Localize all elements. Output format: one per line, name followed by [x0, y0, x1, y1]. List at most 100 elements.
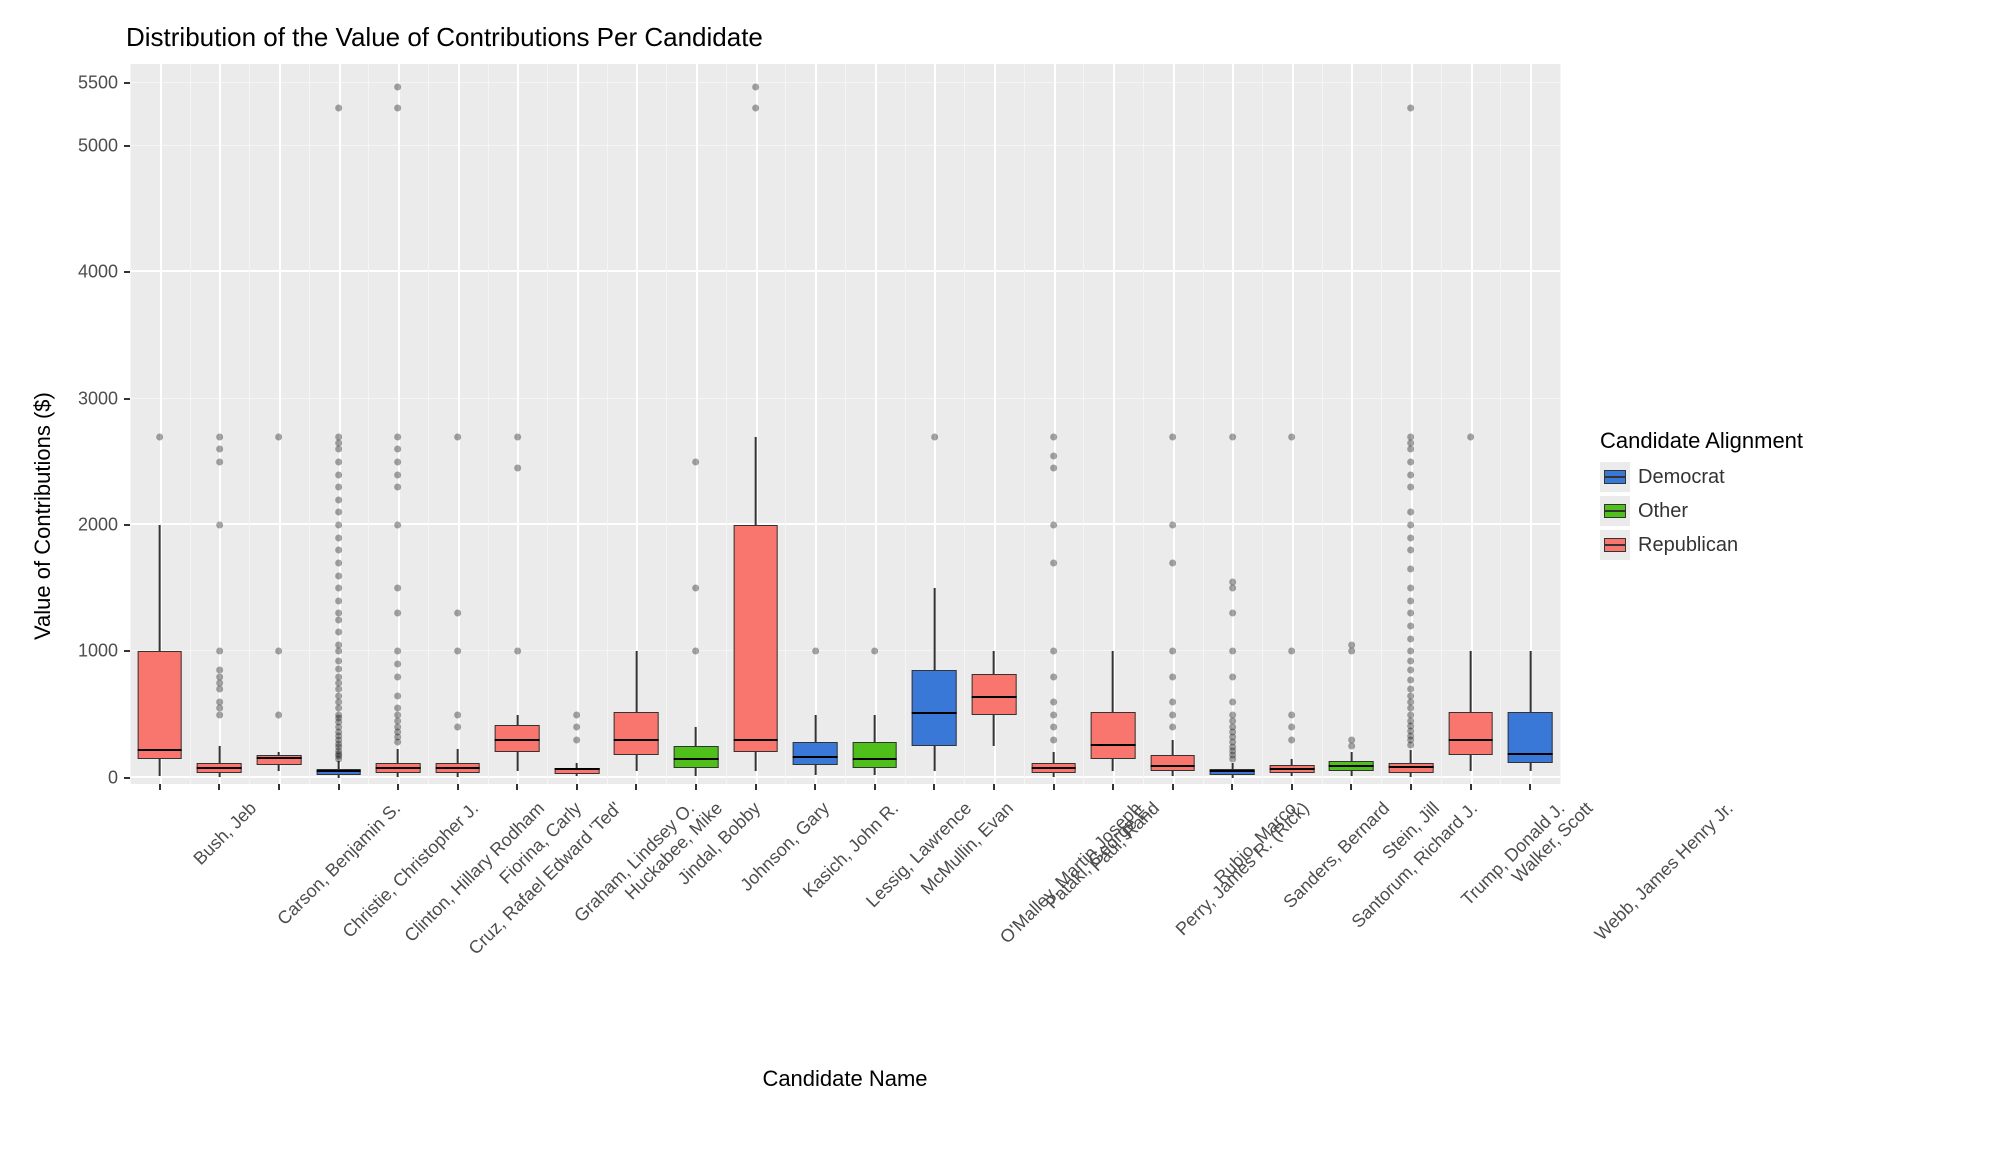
grid-minor-v	[368, 64, 369, 784]
x-axis-label: Candidate Name	[745, 1066, 945, 1092]
outlier-point	[1288, 724, 1295, 731]
grid-minor-v	[249, 64, 250, 784]
boxplot	[495, 64, 540, 784]
outlier-point	[1169, 648, 1176, 655]
outlier-point	[871, 648, 878, 655]
outlier-point	[335, 496, 342, 503]
outlier-point	[395, 673, 402, 680]
box	[614, 712, 659, 755]
outlier-point	[1288, 433, 1295, 440]
boxplot	[674, 64, 719, 784]
median	[137, 749, 182, 751]
box	[912, 670, 957, 746]
legend-item: Democrat	[1600, 462, 1803, 492]
outlier-point	[1408, 509, 1415, 516]
x-tick-mark	[933, 784, 935, 790]
outlier-point	[335, 679, 342, 686]
x-tick-mark	[814, 784, 816, 790]
outlier-point	[514, 648, 521, 655]
outlier-point	[1408, 522, 1415, 529]
outlier-point	[335, 547, 342, 554]
outlier-point	[335, 534, 342, 541]
outlier-point	[275, 433, 282, 440]
boxplot	[972, 64, 1017, 784]
outlier-point	[216, 673, 223, 680]
outlier-point	[1408, 458, 1415, 465]
outlier-point	[335, 446, 342, 453]
outlier-point	[1348, 642, 1355, 649]
outlier-point	[1408, 692, 1415, 699]
grid-minor-v	[190, 64, 191, 784]
outlier-point	[395, 458, 402, 465]
outlier-point	[1229, 673, 1236, 680]
outlier-point	[395, 471, 402, 478]
boxplot	[1091, 64, 1136, 784]
outlier-point	[1050, 736, 1057, 743]
outlier-point	[1050, 648, 1057, 655]
x-tick-mark	[755, 784, 757, 790]
y-tick-mark	[124, 777, 130, 779]
outlier-point	[1229, 711, 1236, 718]
outlier-point	[216, 458, 223, 465]
outlier-point	[693, 458, 700, 465]
outlier-point	[1408, 610, 1415, 617]
outlier-point	[275, 711, 282, 718]
grid-minor-v	[547, 64, 548, 784]
outlier-point	[1467, 433, 1474, 440]
outlier-point	[1229, 585, 1236, 592]
y-tick-label: 3000	[58, 388, 118, 409]
grid-minor-v	[905, 64, 906, 784]
outlier-point	[1169, 724, 1176, 731]
outlier-point	[1169, 698, 1176, 705]
outlier-point	[1169, 559, 1176, 566]
outlier-point	[1408, 439, 1415, 446]
y-tick-mark	[124, 524, 130, 526]
outlier-point	[1348, 648, 1355, 655]
x-tick-mark	[1231, 784, 1233, 790]
boxplot	[793, 64, 838, 784]
grid-minor-v	[785, 64, 786, 784]
grid-minor-v	[1500, 64, 1501, 784]
x-tick-mark	[457, 784, 459, 790]
outlier-point	[1050, 559, 1057, 566]
outlier-point	[156, 433, 163, 440]
outlier-point	[1229, 578, 1236, 585]
outlier-point	[573, 724, 580, 731]
outlier-point	[1288, 736, 1295, 743]
outlier-point	[335, 597, 342, 604]
outlier-point	[1050, 698, 1057, 705]
outlier-point	[812, 648, 819, 655]
outlier-point	[216, 698, 223, 705]
outlier-point	[216, 522, 223, 529]
median	[733, 739, 778, 741]
outlier-point	[1408, 677, 1415, 684]
outlier-point	[395, 105, 402, 112]
outlier-point	[1348, 736, 1355, 743]
grid-minor-v	[1381, 64, 1382, 784]
x-tick-label: Webb, James Henry Jr.	[1591, 798, 1738, 945]
outlier-point	[395, 446, 402, 453]
outlier-point	[216, 679, 223, 686]
median	[1270, 768, 1315, 770]
outlier-point	[1229, 610, 1236, 617]
outlier-point	[335, 642, 342, 649]
y-tick-label: 2000	[58, 515, 118, 536]
grid-minor-v	[1083, 64, 1084, 784]
outlier-point	[752, 83, 759, 90]
outlier-point	[1229, 724, 1236, 731]
outlier-point	[1169, 673, 1176, 680]
outlier-point	[1229, 717, 1236, 724]
grid-minor-v	[1203, 64, 1204, 784]
outlier-point	[1169, 433, 1176, 440]
median	[1508, 753, 1553, 755]
legend-label: Republican	[1638, 534, 1738, 557]
outlier-point	[335, 471, 342, 478]
outlier-point	[395, 484, 402, 491]
median	[1210, 770, 1255, 772]
boxplot	[316, 64, 361, 784]
outlier-point	[335, 698, 342, 705]
outlier-point	[335, 616, 342, 623]
median	[972, 696, 1017, 698]
grid-minor-v	[1262, 64, 1263, 784]
boxplot	[1508, 64, 1553, 784]
